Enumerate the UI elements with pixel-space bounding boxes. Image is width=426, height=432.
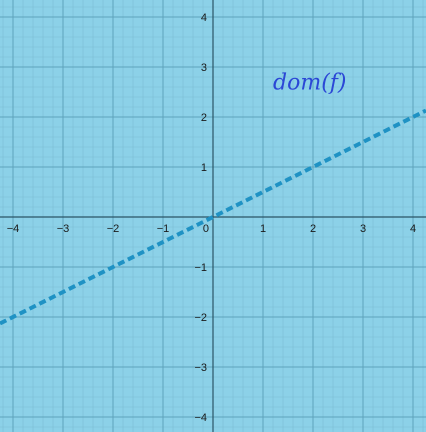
- x-tick-label: −4: [7, 223, 20, 235]
- y-tick-label: 3: [201, 62, 207, 74]
- annotations: dom(f): [273, 71, 347, 96]
- y-tick-label: 2: [201, 112, 207, 124]
- x-tick-label: 2: [310, 223, 316, 235]
- tick-labels: −4 −3 −2 −1 0 1 2 3 4 −4 −3 −2 −1 1 2 3 4: [7, 12, 416, 424]
- y-tick-label: 4: [201, 12, 207, 24]
- y-tick-label: −3: [194, 362, 207, 374]
- y-tick-label: −4: [194, 412, 207, 424]
- x-tick-label: −3: [57, 223, 70, 235]
- annotation-label: dom(f): [273, 71, 347, 96]
- x-tick-label: 3: [360, 223, 366, 235]
- y-tick-label: −1: [194, 262, 207, 274]
- x-tick-label: 1: [260, 223, 266, 235]
- x-tick-label: −1: [157, 223, 170, 235]
- series-line: [0, 108, 426, 326]
- x-tick-label: −2: [107, 223, 120, 235]
- x-tick-label: 4: [410, 223, 416, 235]
- y-tick-label: −2: [194, 312, 207, 324]
- series-layer: [0, 108, 426, 326]
- x-tick-label: 0: [203, 223, 209, 235]
- y-tick-label: 1: [201, 162, 207, 174]
